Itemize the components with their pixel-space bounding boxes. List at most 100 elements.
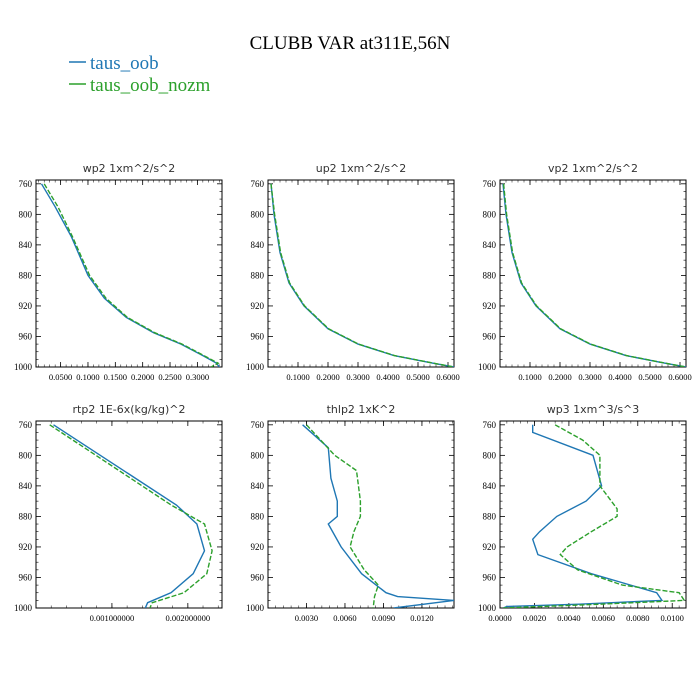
- y-tick-label: 1000: [246, 603, 265, 613]
- panel-1: wp2 1xm^2/s^2 760 800 840 880 920 960 1000 0.050…: [14, 162, 223, 382]
- x-tick-label: 0.0120: [410, 613, 433, 623]
- series-line-taus-oob-nozm: [49, 424, 213, 608]
- x-tick-label: 0.1000: [286, 372, 309, 382]
- series-line-taus-oob-nozm: [43, 183, 220, 367]
- y-tick-label: 760: [483, 420, 497, 430]
- panel-2: up2 1xm^2/s^2 760 800 840 880 920 960 1000 0.100…: [246, 162, 460, 382]
- y-tick-label: 840: [251, 240, 265, 250]
- x-tick-label: 0.1000: [518, 372, 541, 382]
- y-tick-label: 880: [19, 511, 33, 521]
- x-tick-label: 0.0080: [626, 613, 649, 623]
- y-tick-label: 920: [19, 542, 33, 552]
- series-line-taus-oob: [502, 183, 686, 367]
- y-tick-label: 880: [251, 511, 265, 521]
- y-tick-label: 840: [19, 240, 33, 250]
- plot-frame: [35, 179, 223, 368]
- x-tick-label: 0.0500: [49, 372, 72, 382]
- figure-title: CLUBB VAR at311E,56N: [250, 33, 451, 54]
- series-line-taus-oob: [302, 424, 454, 608]
- x-tick-label: 0.4000: [376, 372, 399, 382]
- panel-3: vp2 1xm^2/s^2 760 800 840 880 920 960 1000 0.100…: [478, 162, 692, 382]
- y-tick-label: 800: [251, 450, 265, 460]
- y-tick-label: 1000: [14, 603, 33, 613]
- legend: taus_oob taus_oob_nozm: [69, 53, 211, 96]
- panel-4: rtp2 1E-6x(kg/kg)^2 760 800 840 880 920 960 100…: [14, 403, 223, 623]
- panel-title: rtp2 1E-6x(kg/kg)^2: [73, 403, 186, 416]
- x-tick-label: 0.1500: [104, 372, 127, 382]
- plot-frame: [499, 179, 687, 368]
- y-tick-label: 960: [19, 572, 33, 582]
- x-tick-label: 0.0040: [557, 613, 580, 623]
- panel-title: vp2 1xm^2/s^2: [548, 162, 638, 175]
- y-tick-label: 920: [483, 301, 497, 311]
- y-tick-label: 760: [19, 179, 33, 189]
- panel-title: wp2 1xm^2/s^2: [83, 162, 176, 175]
- panel-title: up2 1xm^2/s^2: [316, 162, 407, 175]
- y-tick-label: 880: [483, 270, 497, 280]
- x-tick-label: 0.6000: [436, 372, 459, 382]
- series-line-taus-oob-nozm: [270, 183, 454, 367]
- x-tick-label: 0.2000: [316, 372, 339, 382]
- x-tick-label: 0.3000: [578, 372, 601, 382]
- x-tick-label: 0.0090: [372, 613, 395, 623]
- x-tick-label: 0.2000: [548, 372, 571, 382]
- y-tick-label: 1000: [14, 362, 33, 372]
- x-tick-label: 0.5000: [406, 372, 429, 382]
- y-tick-label: 760: [483, 179, 497, 189]
- series-line-taus-oob: [40, 183, 220, 367]
- y-tick-label: 840: [251, 481, 265, 491]
- panel-title: thlp2 1xK^2: [327, 403, 396, 416]
- legend-label-taus-oob-nozm: taus_oob_nozm: [90, 75, 211, 96]
- y-tick-label: 840: [483, 240, 497, 250]
- x-tick-label: 0.0030: [295, 613, 318, 623]
- x-tick-label: 0.0060: [592, 613, 615, 623]
- x-tick-label: 0.0020: [523, 613, 546, 623]
- x-tick-label: 0.1000: [76, 372, 99, 382]
- y-tick-label: 800: [19, 450, 33, 460]
- series-line-taus-oob-nozm: [503, 424, 686, 608]
- x-tick-label: 0.002000000: [166, 613, 211, 623]
- y-tick-label: 880: [19, 270, 33, 280]
- x-tick-label: 0.001000000: [90, 613, 135, 623]
- series-line-taus-oob-nozm: [305, 424, 380, 608]
- series-line-taus-oob-nozm: [502, 183, 686, 367]
- legend-label-taus-oob: taus_oob: [90, 53, 159, 74]
- series-line-taus-oob: [503, 424, 664, 608]
- plot-frame: [267, 420, 455, 609]
- y-tick-label: 960: [251, 331, 265, 341]
- y-tick-label: 1000: [478, 362, 497, 372]
- y-tick-label: 960: [251, 572, 265, 582]
- y-tick-label: 920: [483, 542, 497, 552]
- x-tick-label: 0.0100: [661, 613, 684, 623]
- x-tick-label: 0.0000: [488, 613, 511, 623]
- y-tick-label: 880: [483, 511, 497, 521]
- x-tick-label: 0.6000: [668, 372, 691, 382]
- y-tick-label: 960: [483, 572, 497, 582]
- y-tick-label: 1000: [478, 603, 497, 613]
- y-tick-label: 760: [251, 179, 265, 189]
- plot-frame: [499, 420, 687, 609]
- plot-frame: [267, 179, 455, 368]
- y-tick-label: 840: [483, 481, 497, 491]
- x-tick-label: 0.4000: [608, 372, 631, 382]
- y-tick-label: 920: [251, 301, 265, 311]
- y-tick-label: 800: [483, 209, 497, 219]
- x-tick-label: 0.2000: [131, 372, 154, 382]
- x-tick-label: 0.2500: [158, 372, 181, 382]
- panel-5: thlp2 1xK^2 760 800 840 880 920 960 1000 0.0030 0…: [246, 403, 455, 623]
- y-tick-label: 920: [19, 301, 33, 311]
- y-tick-label: 1000: [246, 362, 265, 372]
- panel-6: wp3 1xm^3/s^3 760 800 840 880 920 960 10000.000…: [478, 403, 687, 623]
- y-tick-label: 840: [19, 481, 33, 491]
- x-tick-label: 0.3000: [186, 372, 209, 382]
- series-line-taus-oob: [53, 424, 206, 608]
- y-tick-label: 800: [483, 450, 497, 460]
- y-tick-label: 960: [19, 331, 33, 341]
- series-line-taus-oob: [270, 183, 454, 367]
- panels-container: wp2 1xm^2/s^2 760 800 840 880 920 960 1000 0.050…: [14, 162, 692, 623]
- y-tick-label: 760: [19, 420, 33, 430]
- y-tick-label: 960: [483, 331, 497, 341]
- y-tick-label: 800: [19, 209, 33, 219]
- y-tick-label: 760: [251, 420, 265, 430]
